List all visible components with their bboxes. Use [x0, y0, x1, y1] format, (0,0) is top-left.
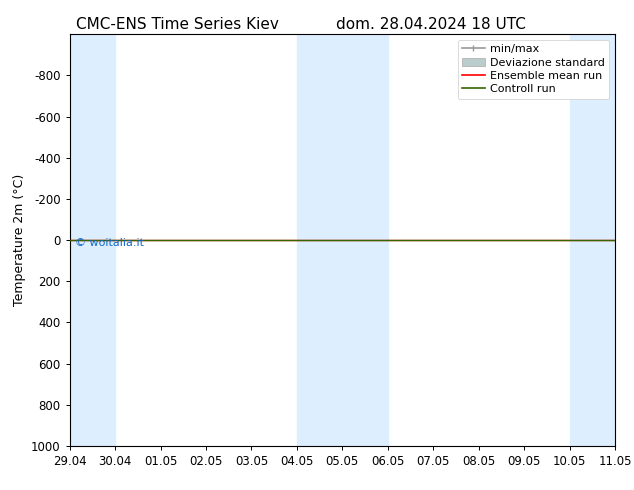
Bar [569, 34, 634, 446]
Legend: min/max, Deviazione standard, Ensemble mean run, Controll run: min/max, Deviazione standard, Ensemble m… [458, 40, 609, 99]
Text: CMC-ENS Time Series Kiev: CMC-ENS Time Series Kiev [76, 17, 279, 32]
Bar [70, 34, 115, 446]
Text: dom. 28.04.2024 18 UTC: dom. 28.04.2024 18 UTC [336, 17, 526, 32]
Text: © woitalia.it: © woitalia.it [75, 238, 144, 248]
Y-axis label: Temperature 2m (°C): Temperature 2m (°C) [13, 174, 25, 306]
Bar [297, 34, 388, 446]
